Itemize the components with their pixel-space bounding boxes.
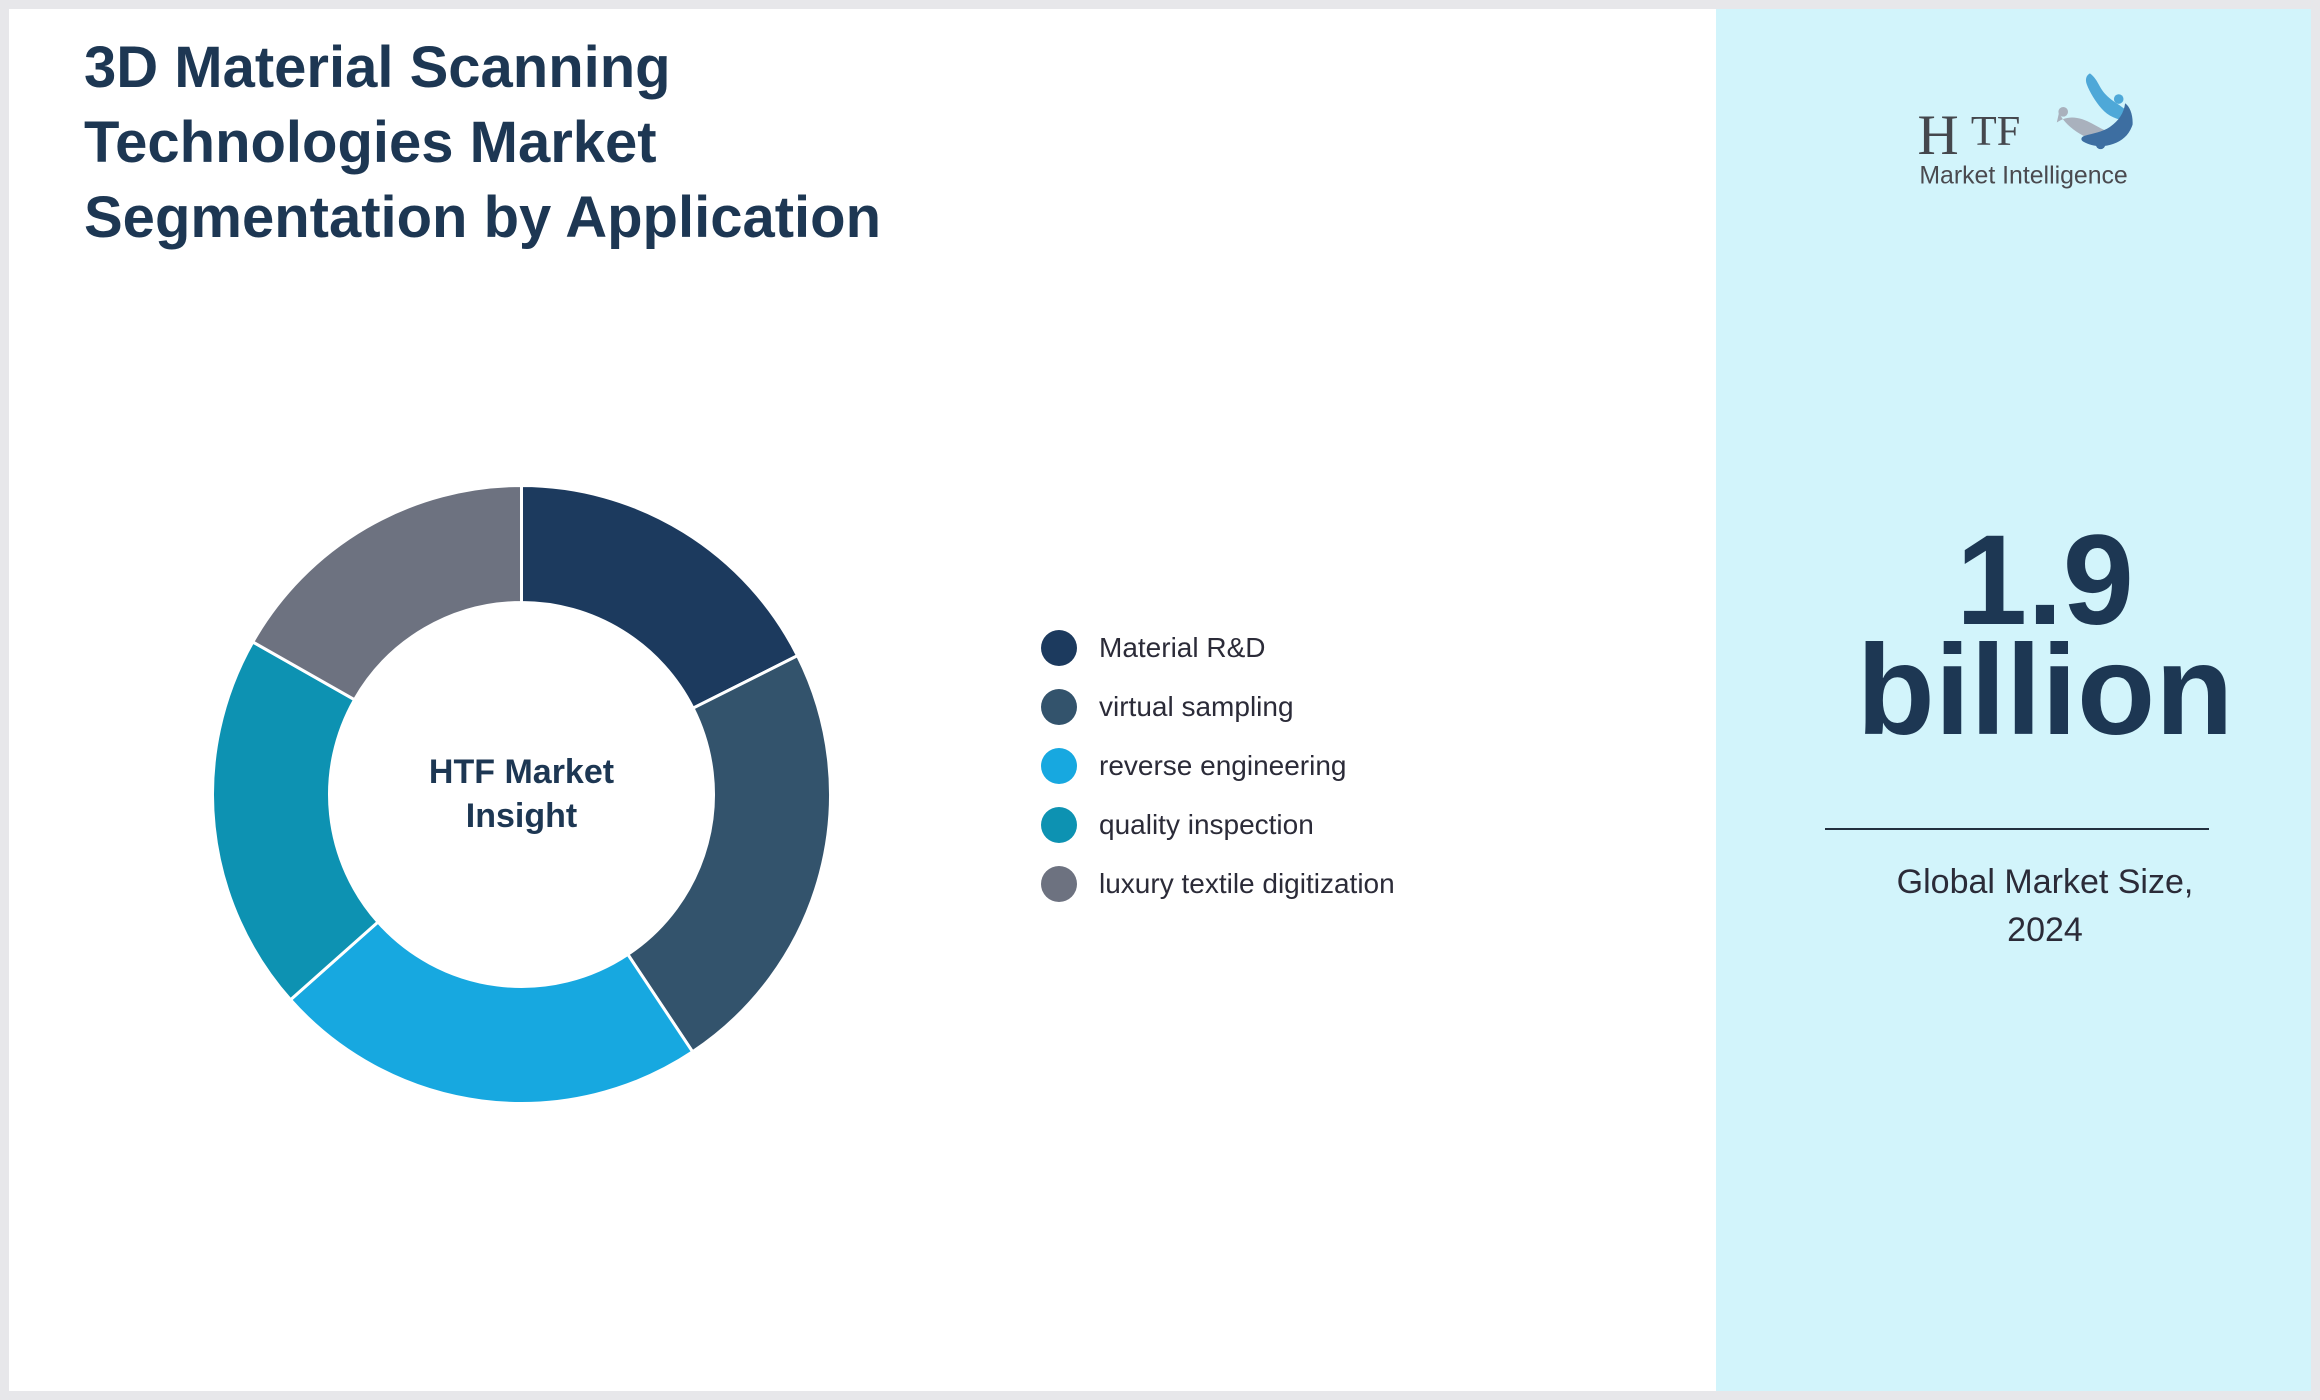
svg-text:Market Intelligence: Market Intelligence xyxy=(1919,162,2127,189)
svg-text:TF: TF xyxy=(1971,108,2020,155)
svg-text:H: H xyxy=(1918,104,1959,167)
